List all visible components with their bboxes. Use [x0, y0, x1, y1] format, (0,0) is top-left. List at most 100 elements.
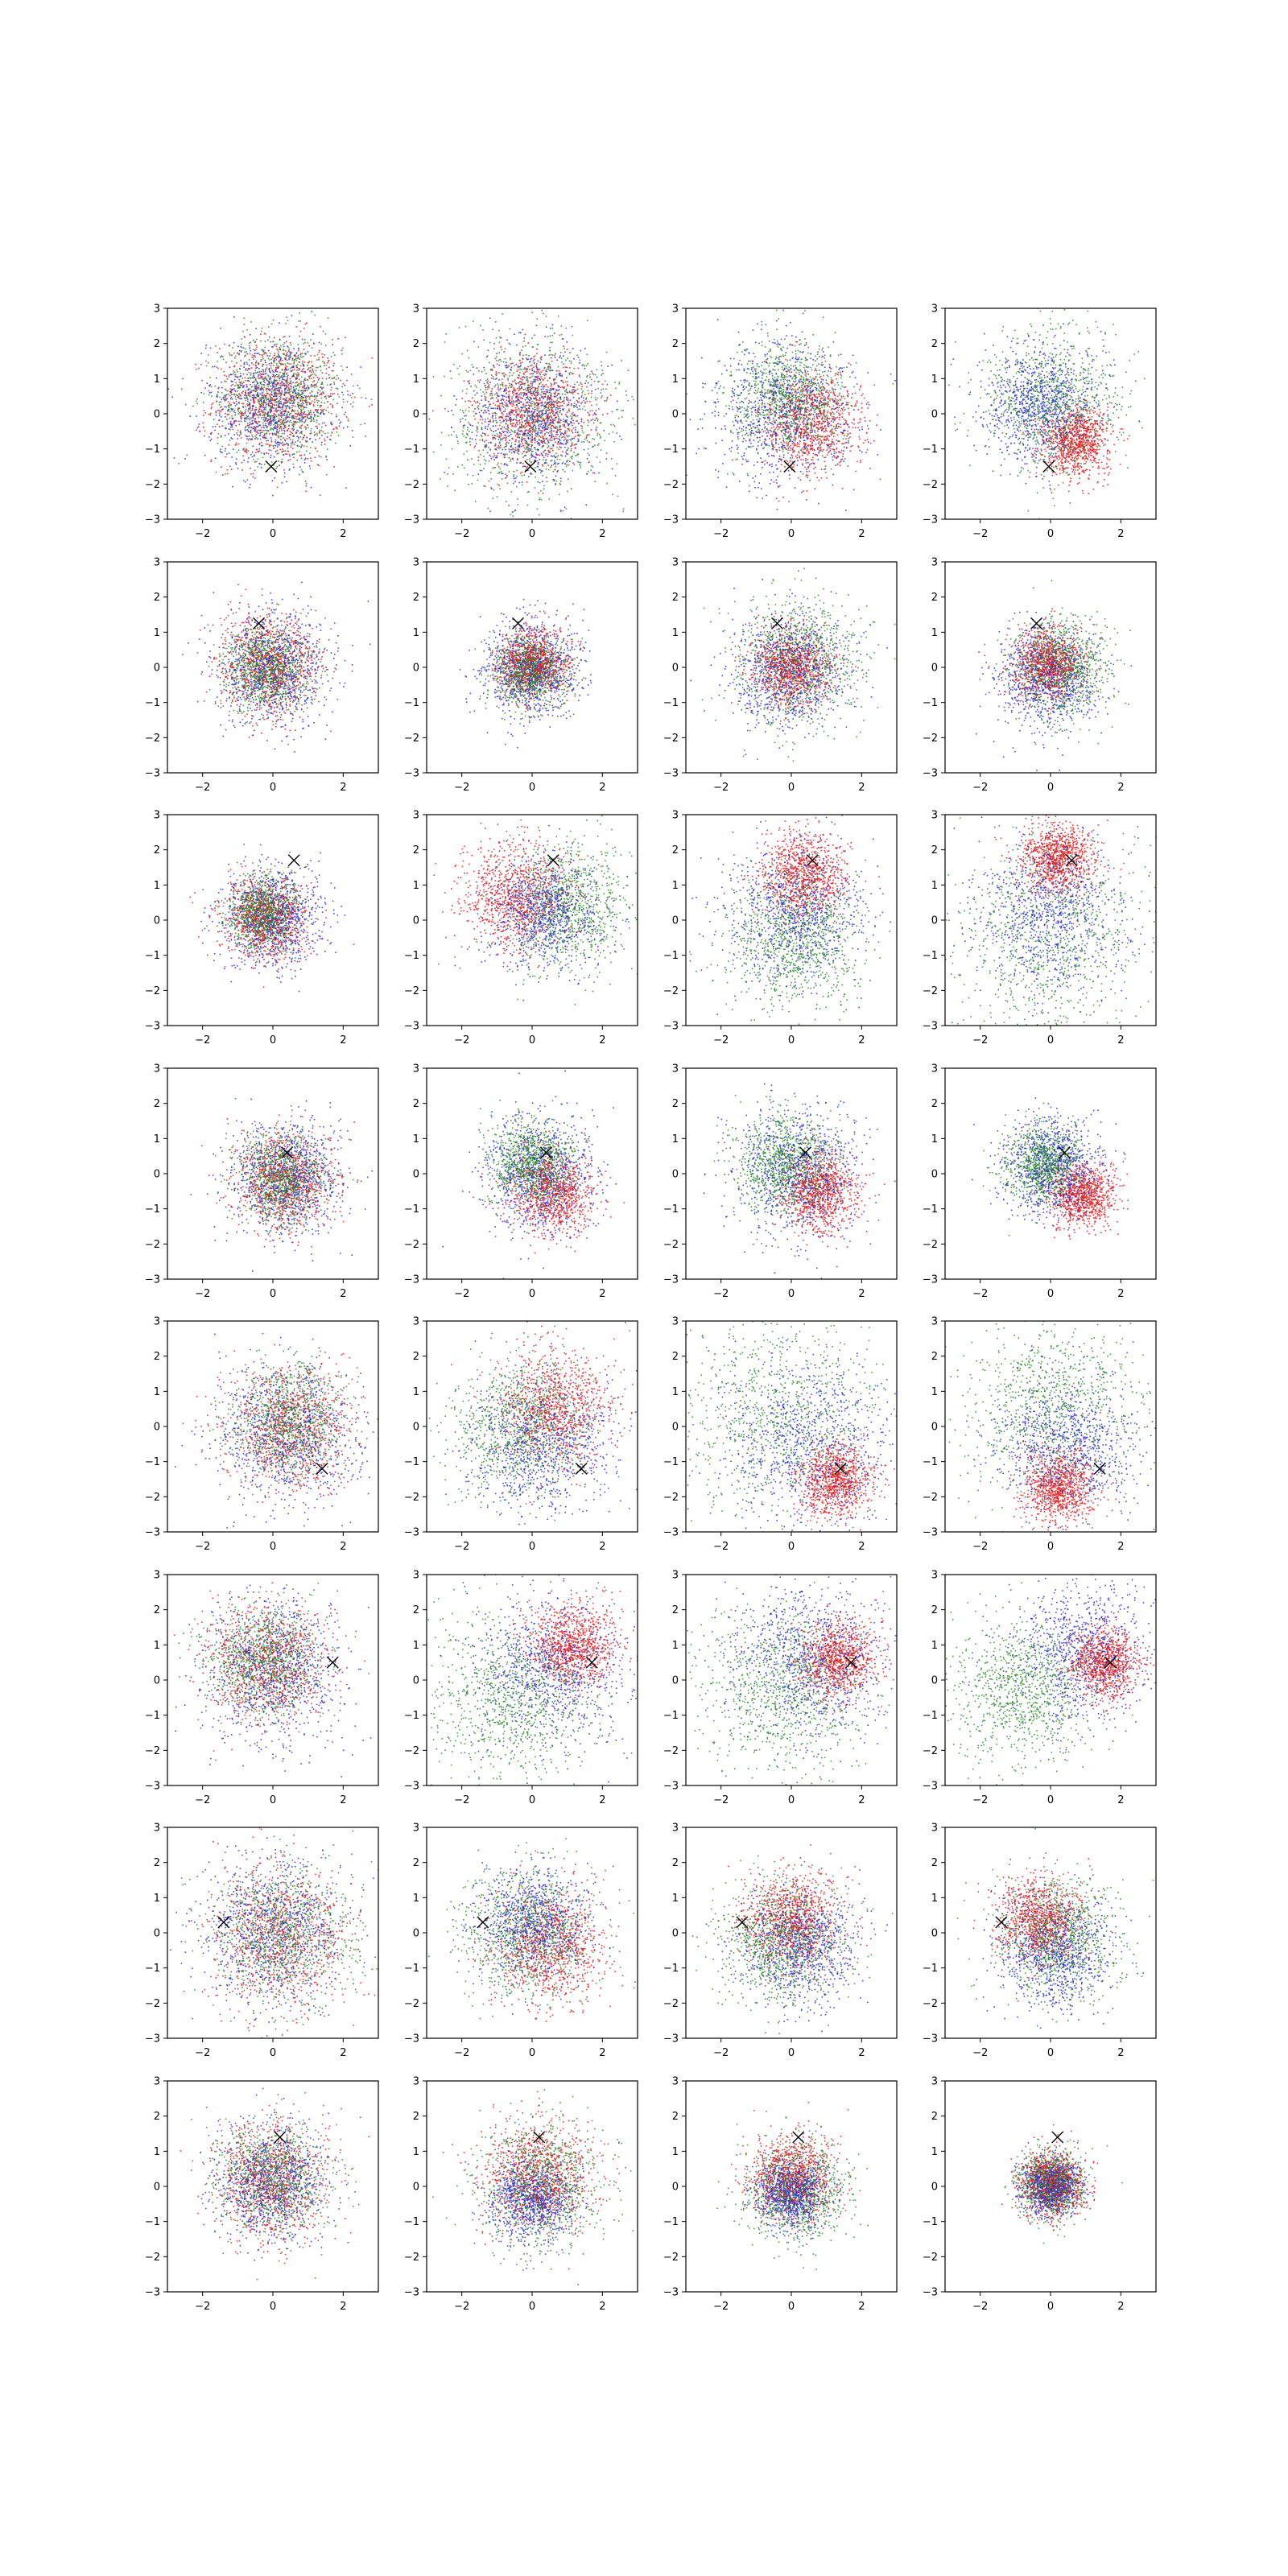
point-red: [316, 367, 317, 369]
point-red: [565, 439, 567, 440]
point-blue: [200, 353, 202, 354]
point-blue: [567, 419, 568, 421]
point-green: [502, 427, 503, 428]
point-green: [280, 357, 282, 359]
point-green: [254, 461, 256, 463]
point-blue: [520, 365, 522, 366]
point-green: [433, 376, 435, 378]
point-blue: [257, 423, 258, 425]
point-blue: [498, 439, 500, 440]
point-red: [544, 336, 546, 337]
point-green: [312, 391, 313, 393]
point-blue: [168, 388, 170, 390]
point-blue: [262, 365, 263, 367]
point-blue: [594, 414, 596, 415]
point-green: [307, 365, 308, 366]
point-blue: [284, 415, 286, 416]
point-red: [275, 392, 277, 394]
point-green: [475, 385, 477, 386]
point-blue: [535, 430, 537, 431]
point-blue: [237, 468, 239, 469]
point-red: [298, 357, 299, 359]
point-red: [578, 368, 580, 369]
point-red: [262, 371, 264, 373]
point-blue: [562, 405, 564, 407]
point-blue: [531, 436, 533, 437]
point-red: [485, 419, 486, 420]
point-red: [243, 403, 245, 405]
point-green: [291, 411, 293, 412]
point-green: [457, 443, 459, 444]
point-red: [522, 383, 523, 385]
point-blue: [564, 447, 566, 448]
point-green: [632, 396, 634, 398]
point-green: [444, 376, 445, 378]
point-red: [518, 415, 519, 416]
point-blue: [284, 386, 286, 387]
point-blue: [490, 398, 492, 400]
point-red: [515, 426, 517, 427]
point-green: [279, 365, 280, 367]
point-green: [305, 428, 307, 430]
point-green: [314, 315, 316, 316]
point-green: [299, 474, 300, 476]
point-green: [261, 452, 262, 454]
point-green: [558, 438, 559, 440]
point-red: [572, 462, 574, 464]
point-blue: [290, 413, 291, 415]
point-red: [503, 411, 505, 413]
point-green: [235, 396, 237, 398]
point-green: [601, 422, 602, 423]
point-green: [573, 405, 575, 407]
point-blue: [550, 367, 551, 369]
point-green: [283, 374, 285, 375]
point-blue: [283, 404, 284, 406]
point-red: [310, 438, 312, 440]
point-blue: [308, 351, 309, 353]
point-blue: [258, 368, 260, 369]
point-blue: [494, 386, 496, 388]
point-red: [561, 414, 563, 415]
point-red: [210, 415, 212, 416]
point-green: [482, 329, 484, 331]
point-red: [552, 354, 554, 356]
point-red: [293, 457, 295, 459]
point-blue: [502, 449, 504, 451]
point-blue: [571, 403, 572, 405]
point-green: [529, 458, 530, 460]
point-red: [574, 386, 576, 388]
point-red: [575, 447, 576, 448]
point-green: [294, 424, 295, 426]
point-green: [275, 419, 276, 421]
point-red: [595, 410, 597, 411]
point-red: [268, 419, 270, 420]
point-blue: [244, 397, 246, 398]
point-green: [587, 354, 588, 356]
point-green: [240, 430, 242, 431]
point-red: [566, 441, 568, 443]
point-green: [297, 445, 299, 447]
point-red: [526, 466, 528, 468]
point-green: [259, 399, 261, 401]
point-red: [535, 426, 537, 427]
point-green: [521, 369, 522, 370]
point-green: [499, 342, 501, 344]
point-blue: [259, 444, 261, 446]
point-red: [523, 403, 525, 405]
point-blue: [269, 401, 270, 402]
point-green: [294, 360, 295, 361]
point-green: [597, 388, 599, 390]
point-red: [285, 365, 287, 367]
point-green: [540, 357, 542, 359]
point-blue: [265, 369, 266, 371]
point-red: [559, 375, 561, 377]
point-red: [279, 372, 281, 374]
point-red: [254, 419, 256, 420]
point-green: [237, 413, 239, 415]
point-green: [513, 400, 514, 402]
point-red: [550, 386, 551, 387]
point-red: [518, 390, 520, 392]
point-blue: [341, 421, 342, 423]
point-blue: [268, 411, 270, 413]
point-green: [512, 431, 514, 432]
